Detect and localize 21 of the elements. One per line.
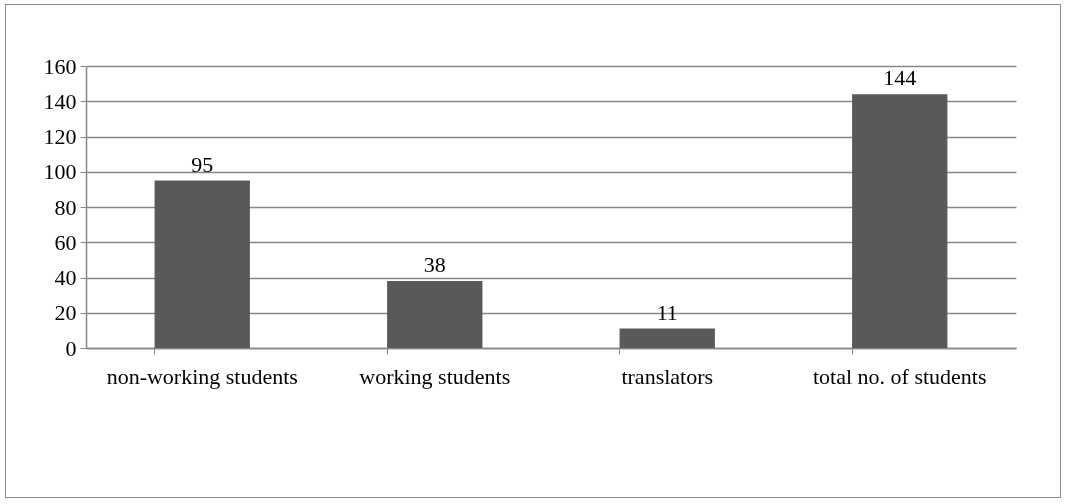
- bar: [387, 281, 483, 348]
- bar: [619, 328, 715, 348]
- data-label: 144: [883, 65, 917, 91]
- x-tick-label: non-working students: [106, 363, 298, 389]
- bar: [852, 94, 948, 348]
- y-tick-label: 20: [54, 300, 77, 326]
- x-tick-label: working students: [359, 363, 511, 389]
- y-tick-label: 160: [43, 53, 77, 79]
- y-tick-label: 80: [54, 194, 77, 220]
- y-tick-label: 0: [65, 335, 77, 361]
- y-tick-label: 120: [43, 124, 77, 149]
- y-tick-label: 40: [54, 265, 77, 290]
- data-label: 95: [191, 151, 214, 177]
- x-tick-label: translators: [621, 363, 714, 389]
- y-tick-label: 100: [43, 159, 77, 185]
- y-tick-label: 60: [54, 229, 77, 255]
- bar: [154, 180, 250, 348]
- y-tick-label: 140: [43, 88, 77, 114]
- x-tick-label: total no. of students: [812, 363, 987, 389]
- data-label: 11: [656, 299, 678, 325]
- data-label: 38: [423, 252, 446, 278]
